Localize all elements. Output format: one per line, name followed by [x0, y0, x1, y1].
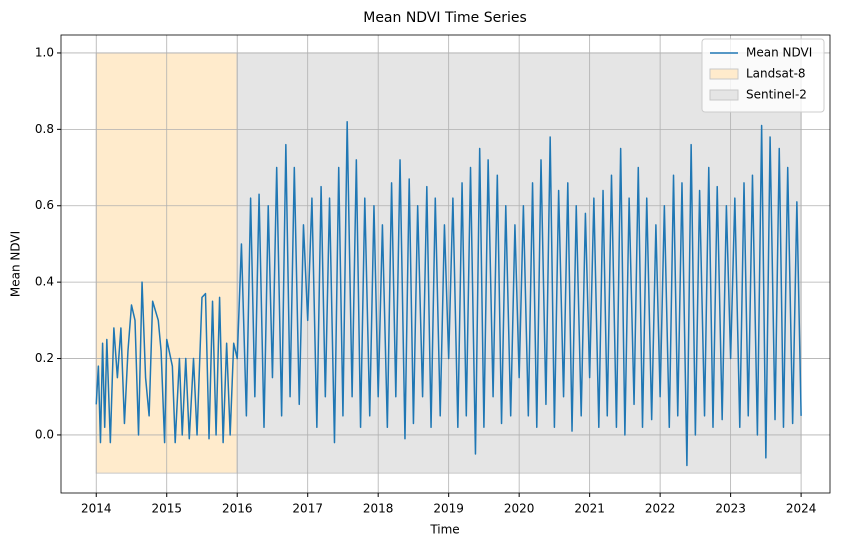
x-tick-label: 2020	[504, 502, 535, 516]
x-tick-label: 2023	[715, 502, 746, 516]
y-tick-label: 0.4	[35, 275, 54, 289]
y-axis-label: Mean NDVI	[9, 231, 23, 297]
legend-label: Landsat-8	[746, 67, 806, 81]
legend-label: Sentinel-2	[746, 88, 807, 102]
x-tick-label: 2022	[645, 502, 676, 516]
x-axis-label: Time	[429, 523, 459, 537]
x-tick-label: 2018	[363, 502, 394, 516]
y-tick-label: 0.8	[35, 122, 54, 136]
legend-swatch	[709, 68, 739, 80]
x-tick-label: 2014	[81, 502, 112, 516]
data-line	[95, 120, 802, 467]
chart-title: Mean NDVI Time Series	[363, 10, 527, 26]
y-tick-label: 0.6	[35, 198, 54, 212]
plot-frame	[60, 34, 831, 494]
x-tick-label: 2017	[292, 502, 323, 516]
x-tick-label: 2015	[151, 502, 182, 516]
x-tick-label: 2024	[786, 502, 817, 516]
x-tick-label: 2019	[433, 502, 464, 516]
legend-swatch	[709, 89, 739, 101]
legend-label: Mean NDVI	[746, 46, 812, 60]
y-tick-label: 0.2	[35, 351, 54, 365]
y-tick-label: 1.0	[35, 45, 54, 59]
x-tick-label: 2021	[574, 502, 605, 516]
legend: Mean NDVI Landsat-8 Sentinel-2	[701, 38, 825, 113]
x-tick-label: 2016	[222, 502, 253, 516]
y-tick-label: 0.0	[35, 427, 54, 441]
